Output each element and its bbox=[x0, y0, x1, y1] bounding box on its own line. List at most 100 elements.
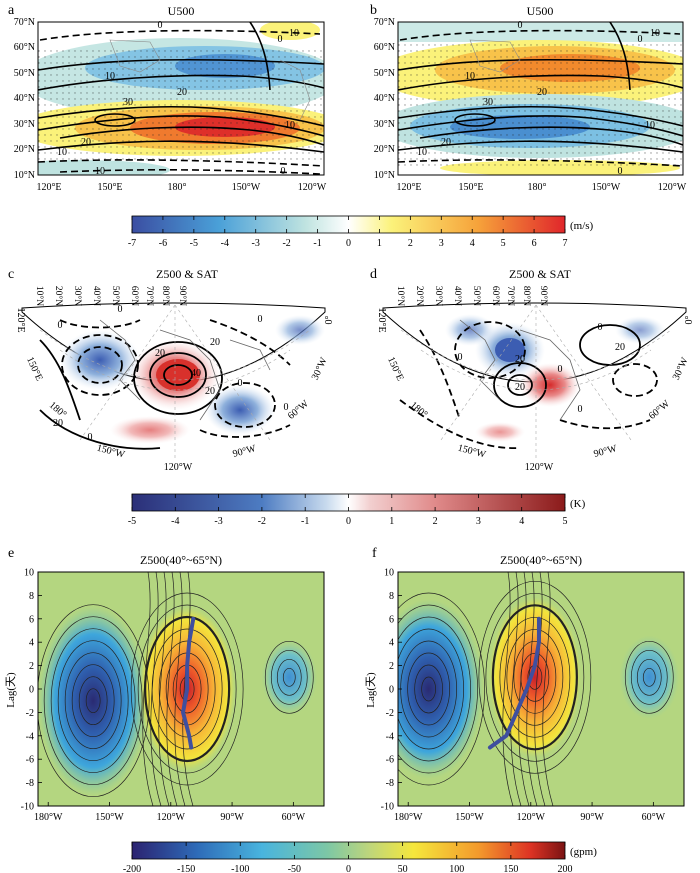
panel-e-letter: e bbox=[8, 546, 14, 561]
panel-f-yticks: -10 -8 -6 -4 -2 0 2 4 6 8 10 bbox=[381, 568, 402, 813]
lat-label: 10°N bbox=[34, 286, 45, 306]
panel-c-z500-sat-polar: c Z500 & SAT bbox=[8, 267, 335, 473]
isoline bbox=[407, 652, 450, 726]
colorbar-tick-label: 1 bbox=[389, 516, 394, 527]
colorbar-tick-label: -2 bbox=[282, 238, 290, 249]
colorbar-tick-label: -5 bbox=[190, 238, 198, 249]
isoline bbox=[130, 592, 244, 786]
panel-a-ytick: 40°N bbox=[14, 93, 35, 104]
colorbar-height: -200 -150 -100 -50 0 50 100 150 200 (gpm) bbox=[123, 841, 597, 873]
isoline bbox=[542, 572, 554, 806]
panel-b-u500-map: b U500 70°N 60°N bbox=[370, 3, 687, 193]
lon-label: 150°W bbox=[456, 443, 487, 461]
lon-label: 120°E bbox=[376, 307, 387, 332]
lon-label: 120°W bbox=[525, 462, 554, 473]
colorbar-tick-label: 5 bbox=[563, 516, 568, 527]
contour-label: 0 bbox=[158, 20, 163, 31]
colorbar-tick-label: -100 bbox=[231, 864, 249, 873]
colorbar-wind: -7 -6 -5 -4 -3 -2 -1 0 1 2 3 4 5 6 7 (m/s) bbox=[128, 215, 594, 249]
lat-label: 20°N bbox=[414, 286, 425, 306]
colorbar-tick-label: 4 bbox=[470, 238, 475, 249]
colorbar-temperature-label: (K) bbox=[570, 498, 586, 510]
isoline bbox=[144, 615, 231, 763]
colorbar-tick-label: 50 bbox=[398, 864, 408, 873]
lat-label: 40°N bbox=[91, 286, 102, 306]
contour-label: 0 bbox=[518, 20, 523, 31]
colorbar-tick-label: -4 bbox=[171, 516, 179, 527]
contour-label: 10 bbox=[650, 28, 660, 39]
lon-label: 30°W bbox=[671, 355, 691, 381]
panel-b-xtick: 180° bbox=[528, 182, 547, 193]
panel-f-xticks: 180°W 150°W 120°W 90°W 60°W bbox=[394, 802, 666, 823]
lon-label: 90°W bbox=[232, 443, 258, 460]
panel-d-contour-labels: 0 20 0 20 0 0 20 bbox=[458, 322, 626, 415]
ytick-label: -4 bbox=[386, 731, 394, 742]
panel-b-contour-labels: 0 10 20 30 10 20 10 0 10 0 bbox=[417, 20, 660, 177]
colorbar-wind-label: (m/s) bbox=[570, 220, 594, 232]
panel-c-title: Z500 & SAT bbox=[156, 267, 219, 281]
panel-f-title: Z500(40°~65°N) bbox=[500, 553, 582, 567]
colorbar-temperature: -5 -4 -3 -2 -1 0 1 2 3 4 5 (K) bbox=[128, 493, 586, 527]
isoline bbox=[510, 572, 522, 806]
lat-label: 70°N bbox=[505, 286, 516, 306]
lon-label: 120°E bbox=[15, 307, 26, 332]
lon-label: 90°W bbox=[593, 443, 619, 460]
lon-label: 150°W bbox=[95, 443, 126, 461]
ytick-label: -8 bbox=[26, 778, 34, 789]
isoline bbox=[150, 572, 162, 806]
ytick-label: -2 bbox=[26, 708, 34, 719]
lat-label: 80°N bbox=[521, 286, 532, 306]
contour-label: 0 bbox=[284, 402, 289, 413]
lat-label: 90°N bbox=[177, 286, 188, 306]
panel-e-ylabel: Lag(天) bbox=[5, 672, 17, 708]
contour-label: 0 bbox=[88, 432, 93, 443]
panel-f-hovmoller: f Z500(40°~65°N) -10 -8 -6 -4 -2 0 2 4 6 8 10 180°… bbox=[365, 546, 685, 823]
colorbar-tick-label: 2 bbox=[408, 238, 413, 249]
colorbar-tick-label: 3 bbox=[476, 516, 481, 527]
panel-a-contour-labels: 0 10 20 30 10 20 10 0 10 0 10 bbox=[57, 20, 299, 177]
contour-label: 0 bbox=[118, 304, 123, 315]
ytick-label: 0 bbox=[389, 685, 394, 696]
panel-a-ytick: 20°N bbox=[14, 144, 35, 155]
lat-label: 90°N bbox=[538, 286, 549, 306]
panel-b-xtick: 120°E bbox=[396, 182, 421, 193]
colorbar-temperature-ticks: -5 -4 -3 -2 -1 0 1 2 3 4 5 bbox=[128, 494, 568, 527]
contour-label: 30 bbox=[483, 97, 493, 108]
xtick-label: 150°W bbox=[455, 812, 484, 823]
panel-c-field bbox=[39, 315, 325, 450]
lat-label: 50°N bbox=[471, 286, 482, 306]
isoline bbox=[421, 676, 436, 702]
contour-label: 0 bbox=[58, 320, 63, 331]
lon-label: 60°W bbox=[286, 398, 311, 422]
panel-f-ridge-line bbox=[487, 616, 541, 750]
panel-a-xtick: 180° bbox=[168, 182, 187, 193]
xtick-label: 60°W bbox=[282, 812, 306, 823]
panel-b-ytick: 30°N bbox=[374, 119, 395, 130]
panel-b-ytick: 50°N bbox=[374, 68, 395, 79]
contour-label: 20 bbox=[515, 354, 525, 365]
panel-d-grid bbox=[400, 304, 672, 460]
colorbar-tick-label: -50 bbox=[288, 864, 301, 873]
panel-b-ytick: 10°N bbox=[374, 170, 395, 181]
isoline bbox=[398, 604, 478, 774]
contour-label: 0 bbox=[558, 364, 563, 375]
contour-label: 10 bbox=[285, 120, 295, 131]
xtick-label: 120°W bbox=[157, 812, 186, 823]
colorbar-tick-label: -6 bbox=[159, 238, 167, 249]
isoline bbox=[50, 628, 136, 774]
ytick-label: -10 bbox=[21, 802, 34, 813]
colorbar-tick-label: 0 bbox=[346, 864, 351, 873]
panel-a-ytick: 30°N bbox=[14, 119, 35, 130]
isoline bbox=[166, 572, 178, 806]
isoline bbox=[414, 664, 443, 714]
colorbar-tick-label: -3 bbox=[214, 516, 222, 527]
contour-label: 0 bbox=[258, 314, 263, 325]
contour-label: 20 bbox=[615, 342, 625, 353]
ytick-label: -6 bbox=[386, 755, 394, 766]
colorbar-tick-label: 7 bbox=[563, 238, 568, 249]
lon-label: 60°W bbox=[647, 398, 672, 422]
xtick-label: 90°W bbox=[580, 812, 604, 823]
colorbar-tick-label: -5 bbox=[128, 516, 136, 527]
ytick-label: 10 bbox=[384, 568, 394, 579]
contour-label: 20 bbox=[53, 418, 63, 429]
